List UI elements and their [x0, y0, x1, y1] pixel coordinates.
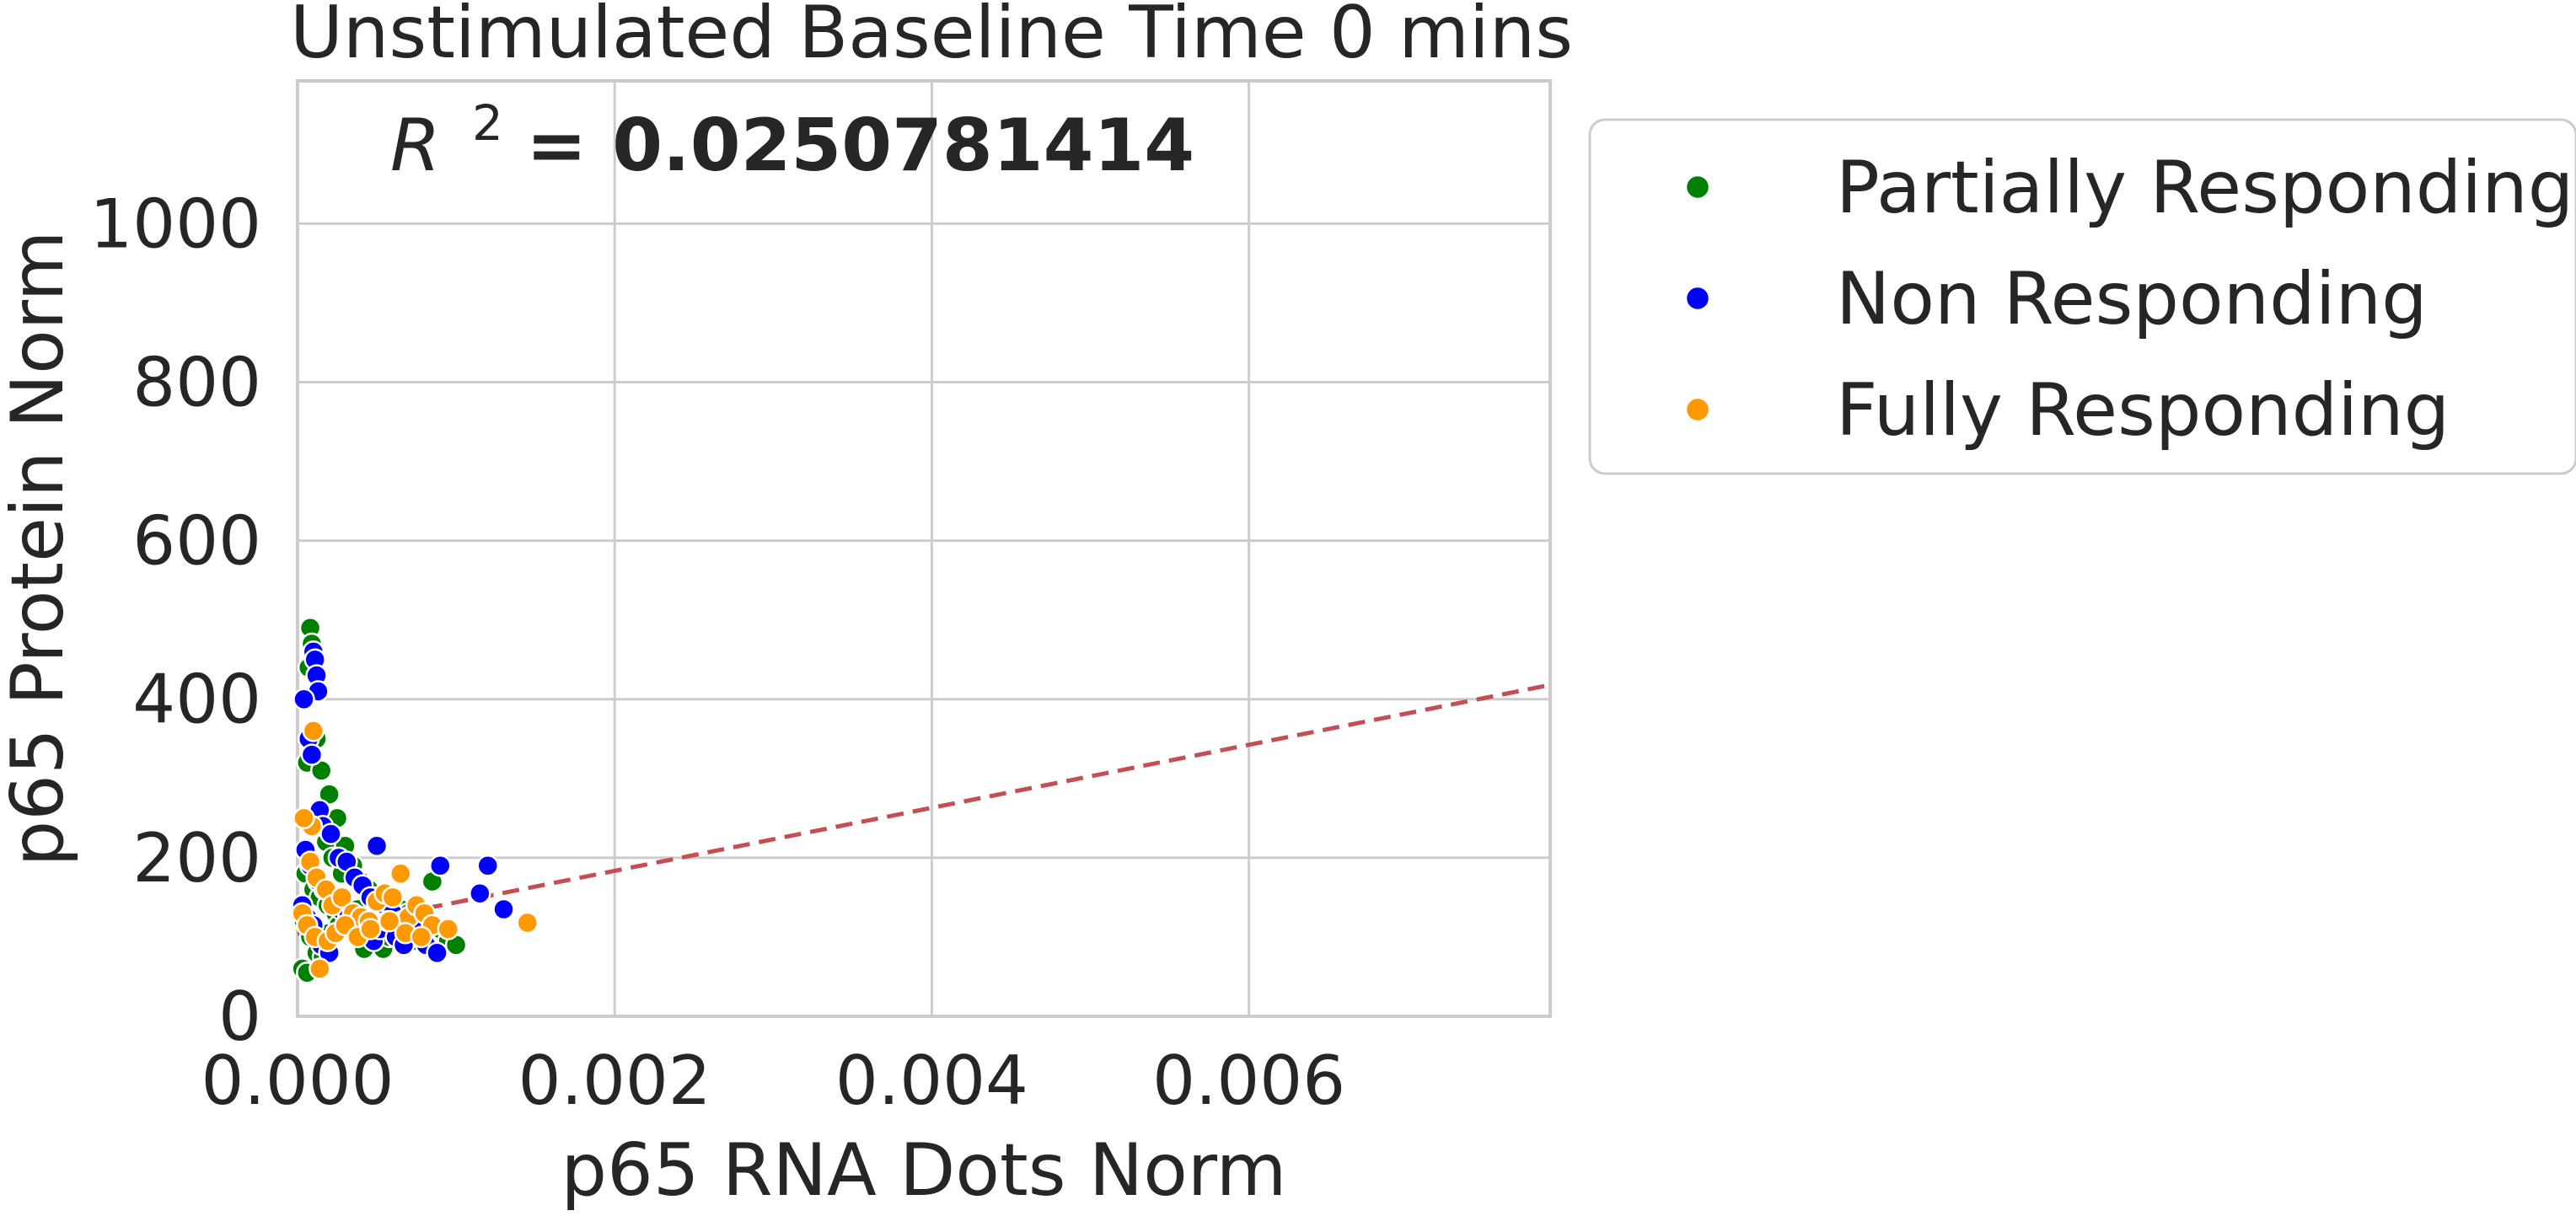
legend-marker — [1684, 285, 1711, 312]
y-tick-label: 0 — [218, 978, 261, 1056]
x-tick-label: 0.006 — [1152, 1042, 1345, 1120]
data-point-fully-responding — [389, 862, 412, 885]
data-point-non-responding — [469, 881, 491, 905]
x-tick-label: 0.000 — [201, 1042, 394, 1120]
legend-label: Partially Responding — [1836, 146, 2573, 230]
data-point-fully-responding — [309, 957, 331, 980]
data-point-fully-responding — [292, 806, 315, 830]
data-point-fully-responding — [516, 911, 539, 935]
data-point-fully-responding — [378, 909, 401, 933]
plot-frame — [296, 79, 1552, 1018]
y-tick-label: 600 — [132, 502, 261, 581]
x-tick-label: 0.002 — [518, 1042, 711, 1120]
data-point-non-responding — [292, 688, 315, 710]
data-point-fully-responding — [359, 918, 382, 940]
legend-label: Fully Responding — [1836, 368, 2450, 453]
y-tick-label: 800 — [132, 343, 261, 421]
data-point-fully-responding — [330, 886, 353, 909]
data-points — [291, 616, 539, 984]
data-point-fully-responding — [381, 886, 405, 909]
legend-box — [1588, 118, 2576, 475]
r-squared-exponent: 2 — [472, 94, 503, 152]
data-point-non-responding — [476, 854, 499, 877]
data-point-non-responding — [300, 743, 324, 766]
data-point-fully-responding — [302, 720, 325, 742]
x-axis-label: p65 RNA Dots Norm — [561, 1128, 1287, 1212]
r-squared-symbol: R — [390, 104, 441, 188]
data-point-non-responding — [429, 854, 452, 877]
x-axis-ticks: 0.000 0.002 0.004 0.006 — [201, 1042, 1345, 1120]
plot-area — [291, 79, 1552, 1018]
data-point-non-responding — [319, 822, 342, 845]
y-axis-label: p65 Protein Norm — [0, 231, 80, 867]
data-point-non-responding — [365, 834, 389, 858]
data-point-fully-responding — [437, 918, 459, 940]
y-tick-label: 400 — [132, 661, 261, 739]
data-point-non-responding — [492, 897, 515, 921]
legend-marker — [1684, 396, 1711, 423]
y-tick-label: 200 — [132, 819, 261, 897]
r-squared-value: = 0.0250781414 — [526, 104, 1194, 188]
legend-marker — [1684, 174, 1711, 201]
regression-fit-line — [297, 683, 1551, 936]
legend-label: Non Responding — [1836, 257, 2428, 341]
data-point-non-responding — [426, 941, 448, 964]
data-point-fully-responding — [410, 925, 432, 949]
chart-title: Unstimulated Baseline Time 0 mins — [290, 0, 1573, 75]
r-squared-annotation: R 2 = 0.0250781414 — [390, 73, 1194, 188]
y-axis-ticks: 0 200 400 600 800 1000 — [89, 185, 261, 1056]
legend: Partially Responding Non Responding Fully … — [1588, 118, 2576, 475]
y-tick-label: 1000 — [89, 185, 261, 263]
x-tick-label: 0.004 — [835, 1042, 1028, 1120]
